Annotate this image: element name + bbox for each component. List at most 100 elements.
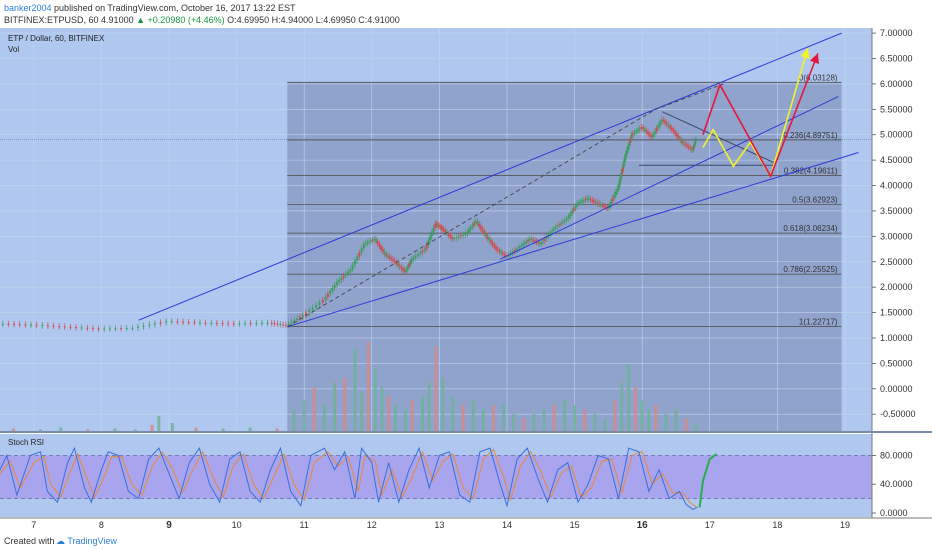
candle-body <box>429 236 432 241</box>
tradingview-logo[interactable]: ☁ TradingView <box>56 536 117 546</box>
price-change: +0.20980 (+4.46%) <box>147 15 225 25</box>
volume-bar <box>522 418 526 432</box>
candle-body <box>660 119 663 123</box>
candle-body <box>545 236 548 239</box>
candle-body <box>427 240 430 245</box>
candle-body <box>611 198 614 202</box>
candle-body <box>390 257 393 260</box>
candle-body <box>584 199 587 201</box>
price-tick-label: 7.00000 <box>880 28 913 38</box>
candle-body <box>108 328 111 330</box>
candle-body <box>414 255 417 258</box>
dashed-projection-line <box>287 83 724 328</box>
candle-body <box>670 127 673 130</box>
ohlc-values: O:4.69950 H:4.94000 L:4.69950 C:4.91000 <box>227 15 400 25</box>
volume-label: Vol <box>8 45 19 54</box>
candle-body <box>435 223 438 225</box>
volume-bar <box>248 427 252 432</box>
candle-body <box>516 248 519 250</box>
candle-body <box>86 327 89 329</box>
candle-body <box>647 132 650 134</box>
candle-body <box>393 260 396 262</box>
candle-body <box>628 142 631 147</box>
candle-body <box>540 241 543 244</box>
candle-body <box>362 243 365 249</box>
price-tick-label: 1.00000 <box>880 333 913 343</box>
candle-body <box>436 224 439 226</box>
candle-body <box>153 323 156 325</box>
candle-body <box>604 206 607 208</box>
candle-body <box>653 131 656 135</box>
candle-body <box>41 325 44 327</box>
candle-body <box>375 238 378 242</box>
candle-body <box>120 328 123 330</box>
volume-bar <box>59 427 63 432</box>
candle-body <box>373 238 376 240</box>
candle-body <box>596 202 599 204</box>
candle-body <box>412 257 415 260</box>
candle-body <box>407 265 410 268</box>
candle-body <box>462 234 465 236</box>
volume-bar <box>613 400 617 432</box>
candle-body <box>125 327 128 329</box>
candle-body <box>491 242 494 245</box>
candle-body <box>255 323 258 325</box>
price-tick-label: 3.00000 <box>880 231 913 241</box>
candle-body <box>582 199 585 201</box>
symbol-name: BITFINEX:ETPUSD, 60 <box>4 15 99 25</box>
candle-body <box>221 323 224 325</box>
candle-body <box>674 131 677 134</box>
candle-body <box>488 238 491 241</box>
candle-body <box>204 322 207 324</box>
candle-body <box>391 259 394 261</box>
candle-body <box>667 124 670 127</box>
candle-body <box>513 249 516 252</box>
candle-body <box>210 322 213 324</box>
price-tick-label: 2.00000 <box>880 282 913 292</box>
candle-body <box>638 128 641 130</box>
volume-bar <box>427 382 431 432</box>
volume-bar <box>627 364 631 432</box>
candle-body <box>380 246 383 250</box>
candle-body <box>383 251 386 255</box>
volume-bar <box>620 382 624 432</box>
chart-canvas[interactable]: 0(6.03128) 0.236(4.89751) 0.382(4.19611) 0.… <box>0 28 932 532</box>
candle-body <box>366 242 369 244</box>
time-tick-label: 10 <box>232 520 242 530</box>
candle-body <box>478 223 481 227</box>
candle-body <box>594 201 597 203</box>
volume-bar <box>532 414 536 432</box>
volume-bar <box>275 428 279 432</box>
candle-body <box>496 249 499 251</box>
candle-body <box>457 236 460 238</box>
candle-body <box>403 270 406 272</box>
candle-body <box>287 323 290 326</box>
candle-body <box>347 271 350 274</box>
candle-body <box>561 221 564 224</box>
candle-body <box>616 188 619 192</box>
publisher-name[interactable]: banker2004 <box>4 3 52 13</box>
time-tick-label: 12 <box>367 520 377 530</box>
candle-body <box>581 200 584 202</box>
fib-region <box>287 82 842 432</box>
time-axis[interactable]: 7 8 9 10 11 12 13 14 15 16 17 18 19 <box>31 520 850 531</box>
candle-body <box>449 235 452 238</box>
candle-body <box>321 299 324 303</box>
candle-body <box>442 228 445 231</box>
candle-body <box>479 226 482 229</box>
candle-body <box>142 325 145 327</box>
volume-bar <box>491 405 495 432</box>
candle-body <box>455 237 458 239</box>
volume-bar <box>512 414 516 432</box>
candle-body <box>238 323 241 325</box>
price-axis[interactable]: 7.00000 6.50000 6.00000 5.50000 5.00000 4.500… <box>872 28 916 419</box>
candle-body <box>451 237 454 239</box>
candle-body <box>193 322 196 324</box>
candle-body <box>441 227 444 229</box>
candle-body <box>63 326 66 328</box>
candle-body <box>565 218 568 221</box>
stoch-axis[interactable]: 80.0000 40.0000 0.0000 <box>872 450 913 518</box>
candle-body <box>569 213 572 217</box>
candle-body <box>693 144 696 147</box>
candle-body <box>434 223 437 228</box>
